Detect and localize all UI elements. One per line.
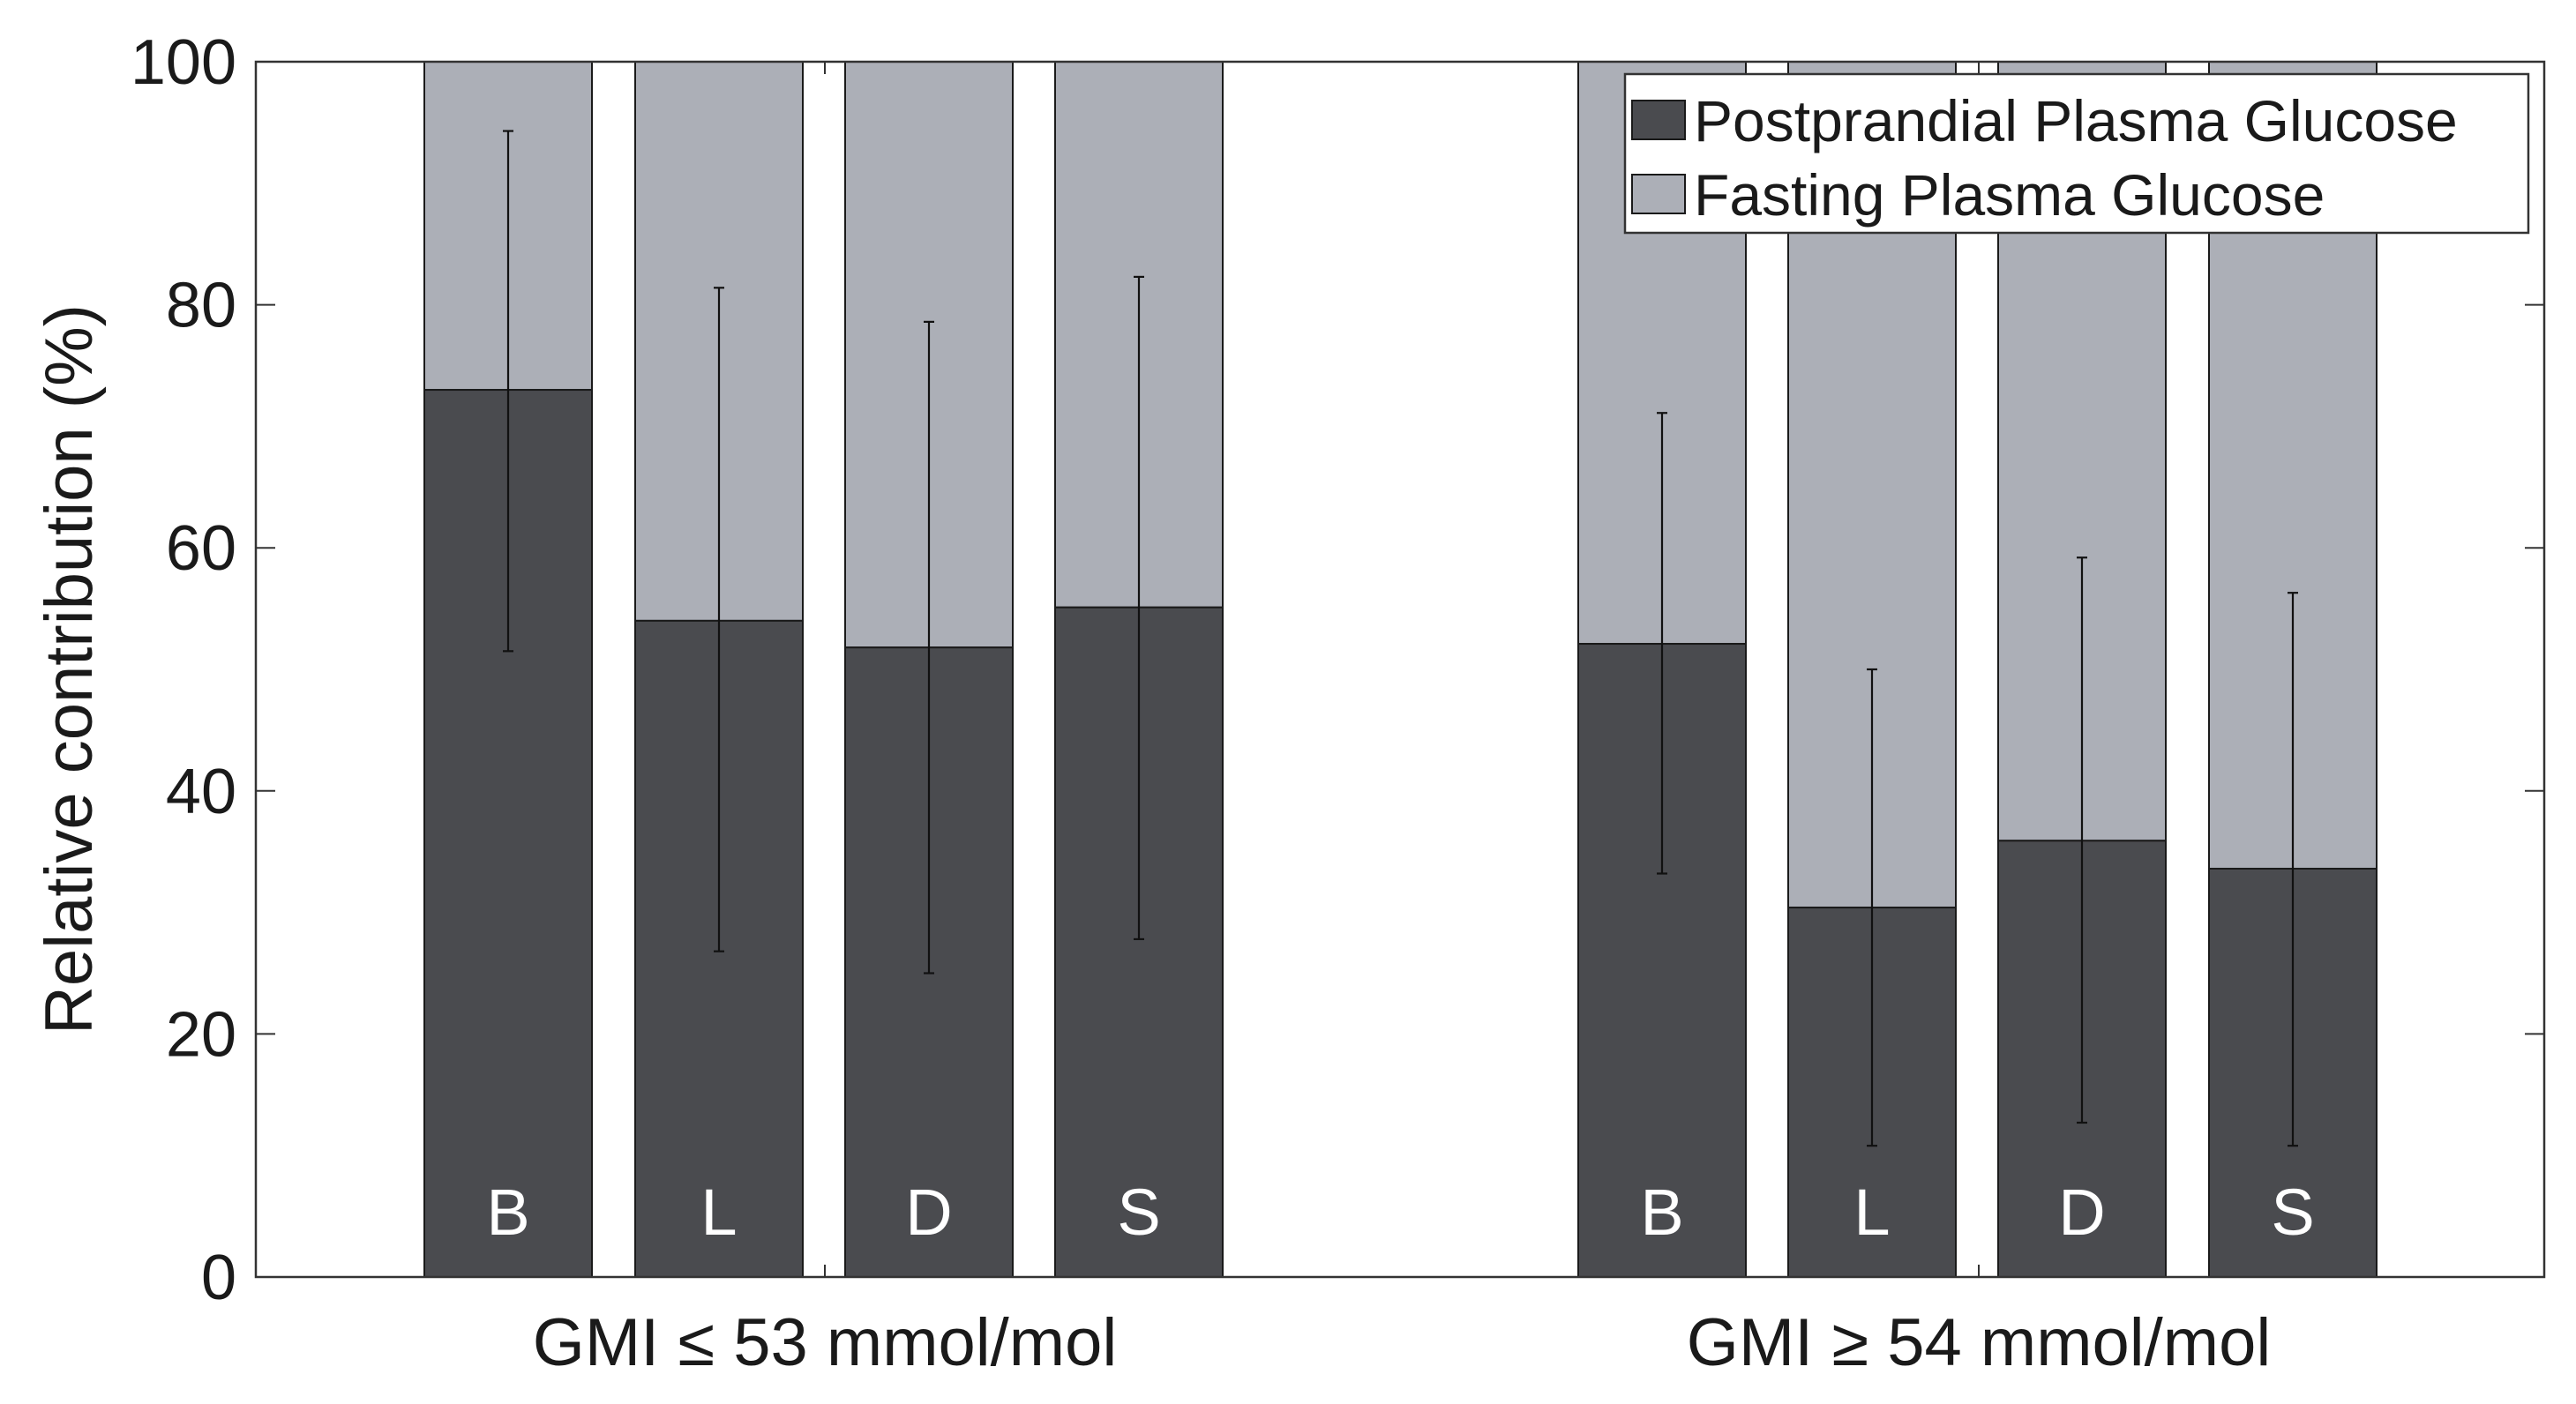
legend-swatch-postprandial	[1631, 100, 1686, 140]
y-tick-label: 0	[201, 1243, 236, 1313]
bar-letter-label: D	[2058, 1176, 2105, 1249]
y-tick-label: 60	[166, 513, 236, 584]
bar-letter-label: S	[1117, 1176, 1160, 1249]
plot-frame	[254, 60, 2546, 1279]
legend: Postprandial Plasma Glucose Fasting Plasm…	[1623, 72, 2530, 235]
y-tick-label: 40	[166, 757, 236, 827]
legend-label-postprandial: Postprandial Plasma Glucose	[1694, 88, 2458, 153]
legend-swatch-fasting	[1631, 174, 1686, 214]
y-axis-label: Relative contribution (%)	[32, 304, 107, 1034]
y-tick-label: 80	[166, 271, 236, 341]
bar-letter-label: S	[2271, 1176, 2314, 1249]
y-tick-label: 20	[166, 999, 236, 1070]
bar-letter-label: L	[700, 1176, 737, 1249]
bars-layer	[423, 61, 2378, 1278]
legend-box	[1623, 72, 2530, 235]
x-tick-label: GMI ≥ 54 mmol/mol	[1687, 1305, 2271, 1380]
axes-layer	[254, 60, 2546, 1279]
x-tick-label: GMI ≤ 53 mmol/mol	[533, 1305, 1117, 1380]
error-bars-layer	[503, 130, 2298, 1147]
legend-label-fasting: Fasting Plasma Glucose	[1694, 162, 2325, 228]
bar-letter-label: L	[1853, 1176, 1890, 1249]
bar-letter-label: D	[905, 1176, 952, 1249]
bar-letter-label: B	[1640, 1176, 1683, 1249]
y-tick-label: 100	[131, 27, 236, 98]
bar-letter-label: B	[486, 1176, 529, 1249]
